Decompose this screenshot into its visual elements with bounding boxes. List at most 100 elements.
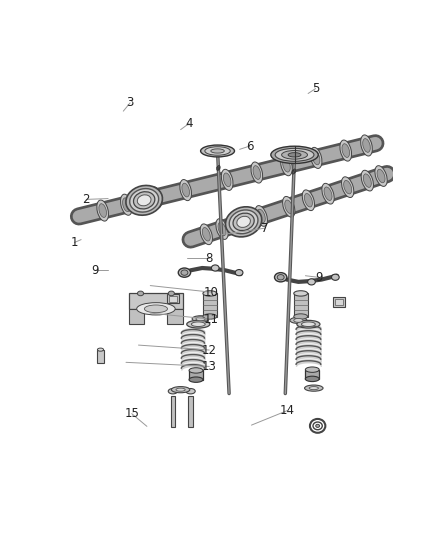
Ellipse shape: [305, 376, 319, 382]
Ellipse shape: [294, 290, 307, 296]
Polygon shape: [129, 309, 145, 324]
Ellipse shape: [150, 187, 162, 208]
Ellipse shape: [138, 291, 144, 296]
Ellipse shape: [304, 385, 323, 391]
Ellipse shape: [137, 303, 175, 315]
Ellipse shape: [253, 166, 261, 180]
Ellipse shape: [238, 216, 246, 229]
Ellipse shape: [212, 265, 219, 271]
Ellipse shape: [120, 194, 132, 215]
Ellipse shape: [189, 368, 203, 373]
Ellipse shape: [271, 146, 318, 164]
Ellipse shape: [171, 386, 190, 393]
Ellipse shape: [307, 279, 315, 285]
Text: 9: 9: [315, 271, 323, 284]
Ellipse shape: [203, 290, 217, 296]
Ellipse shape: [282, 150, 307, 159]
Ellipse shape: [301, 322, 315, 327]
Ellipse shape: [168, 291, 174, 296]
Ellipse shape: [281, 155, 292, 176]
Bar: [203, 294, 217, 317]
Ellipse shape: [283, 158, 290, 172]
Text: 4: 4: [185, 117, 193, 130]
Ellipse shape: [221, 169, 233, 190]
Polygon shape: [167, 309, 183, 324]
Ellipse shape: [302, 190, 314, 211]
Text: 3: 3: [126, 96, 134, 109]
Ellipse shape: [182, 183, 190, 197]
Ellipse shape: [130, 189, 159, 212]
Ellipse shape: [294, 318, 303, 322]
Ellipse shape: [344, 181, 352, 194]
Bar: [97, 350, 103, 364]
Ellipse shape: [138, 195, 151, 206]
Text: 12: 12: [202, 343, 217, 357]
Text: 5: 5: [312, 82, 319, 95]
Ellipse shape: [223, 173, 231, 187]
Ellipse shape: [152, 190, 160, 204]
Ellipse shape: [145, 305, 167, 313]
Ellipse shape: [316, 424, 320, 427]
Ellipse shape: [202, 228, 210, 241]
Ellipse shape: [211, 149, 224, 153]
Text: 8: 8: [205, 252, 213, 264]
Text: 15: 15: [124, 407, 139, 420]
Text: 1: 1: [71, 236, 78, 249]
Bar: [305, 370, 319, 379]
Ellipse shape: [126, 185, 162, 215]
Ellipse shape: [236, 212, 248, 233]
Ellipse shape: [309, 386, 318, 390]
Ellipse shape: [290, 317, 307, 324]
Bar: [169, 296, 177, 302]
Text: 14: 14: [279, 404, 294, 417]
Bar: [335, 299, 343, 305]
Ellipse shape: [285, 200, 293, 214]
Bar: [170, 396, 175, 426]
Ellipse shape: [218, 222, 226, 236]
Ellipse shape: [375, 166, 387, 187]
Ellipse shape: [340, 140, 352, 161]
Ellipse shape: [191, 322, 205, 327]
Ellipse shape: [342, 144, 350, 157]
Polygon shape: [129, 294, 183, 309]
Ellipse shape: [200, 224, 212, 245]
Ellipse shape: [360, 135, 372, 156]
Ellipse shape: [186, 389, 195, 394]
Ellipse shape: [251, 162, 263, 183]
Bar: [167, 294, 179, 303]
Ellipse shape: [233, 213, 254, 231]
Ellipse shape: [203, 314, 217, 319]
Bar: [294, 294, 307, 317]
Text: 13: 13: [202, 360, 217, 373]
Ellipse shape: [363, 139, 370, 152]
Ellipse shape: [257, 209, 265, 223]
Text: 2: 2: [82, 193, 90, 206]
Bar: [189, 370, 203, 379]
Ellipse shape: [201, 145, 234, 157]
Ellipse shape: [275, 273, 287, 282]
Ellipse shape: [192, 316, 209, 322]
Ellipse shape: [332, 274, 339, 280]
Ellipse shape: [237, 216, 251, 228]
Ellipse shape: [235, 270, 243, 276]
Ellipse shape: [178, 268, 191, 277]
Ellipse shape: [176, 388, 185, 391]
Ellipse shape: [187, 320, 210, 328]
Ellipse shape: [363, 174, 371, 188]
Ellipse shape: [283, 197, 295, 217]
Ellipse shape: [277, 274, 284, 280]
Ellipse shape: [226, 207, 262, 237]
Ellipse shape: [342, 177, 354, 198]
Ellipse shape: [377, 169, 385, 183]
Text: 9: 9: [91, 264, 99, 277]
Ellipse shape: [123, 198, 130, 212]
Bar: [188, 396, 193, 426]
Ellipse shape: [216, 219, 228, 239]
Ellipse shape: [189, 377, 203, 382]
Ellipse shape: [304, 193, 312, 207]
Ellipse shape: [205, 147, 230, 155]
Ellipse shape: [288, 152, 301, 157]
Ellipse shape: [99, 204, 106, 217]
Ellipse shape: [168, 389, 177, 394]
Ellipse shape: [297, 320, 320, 328]
